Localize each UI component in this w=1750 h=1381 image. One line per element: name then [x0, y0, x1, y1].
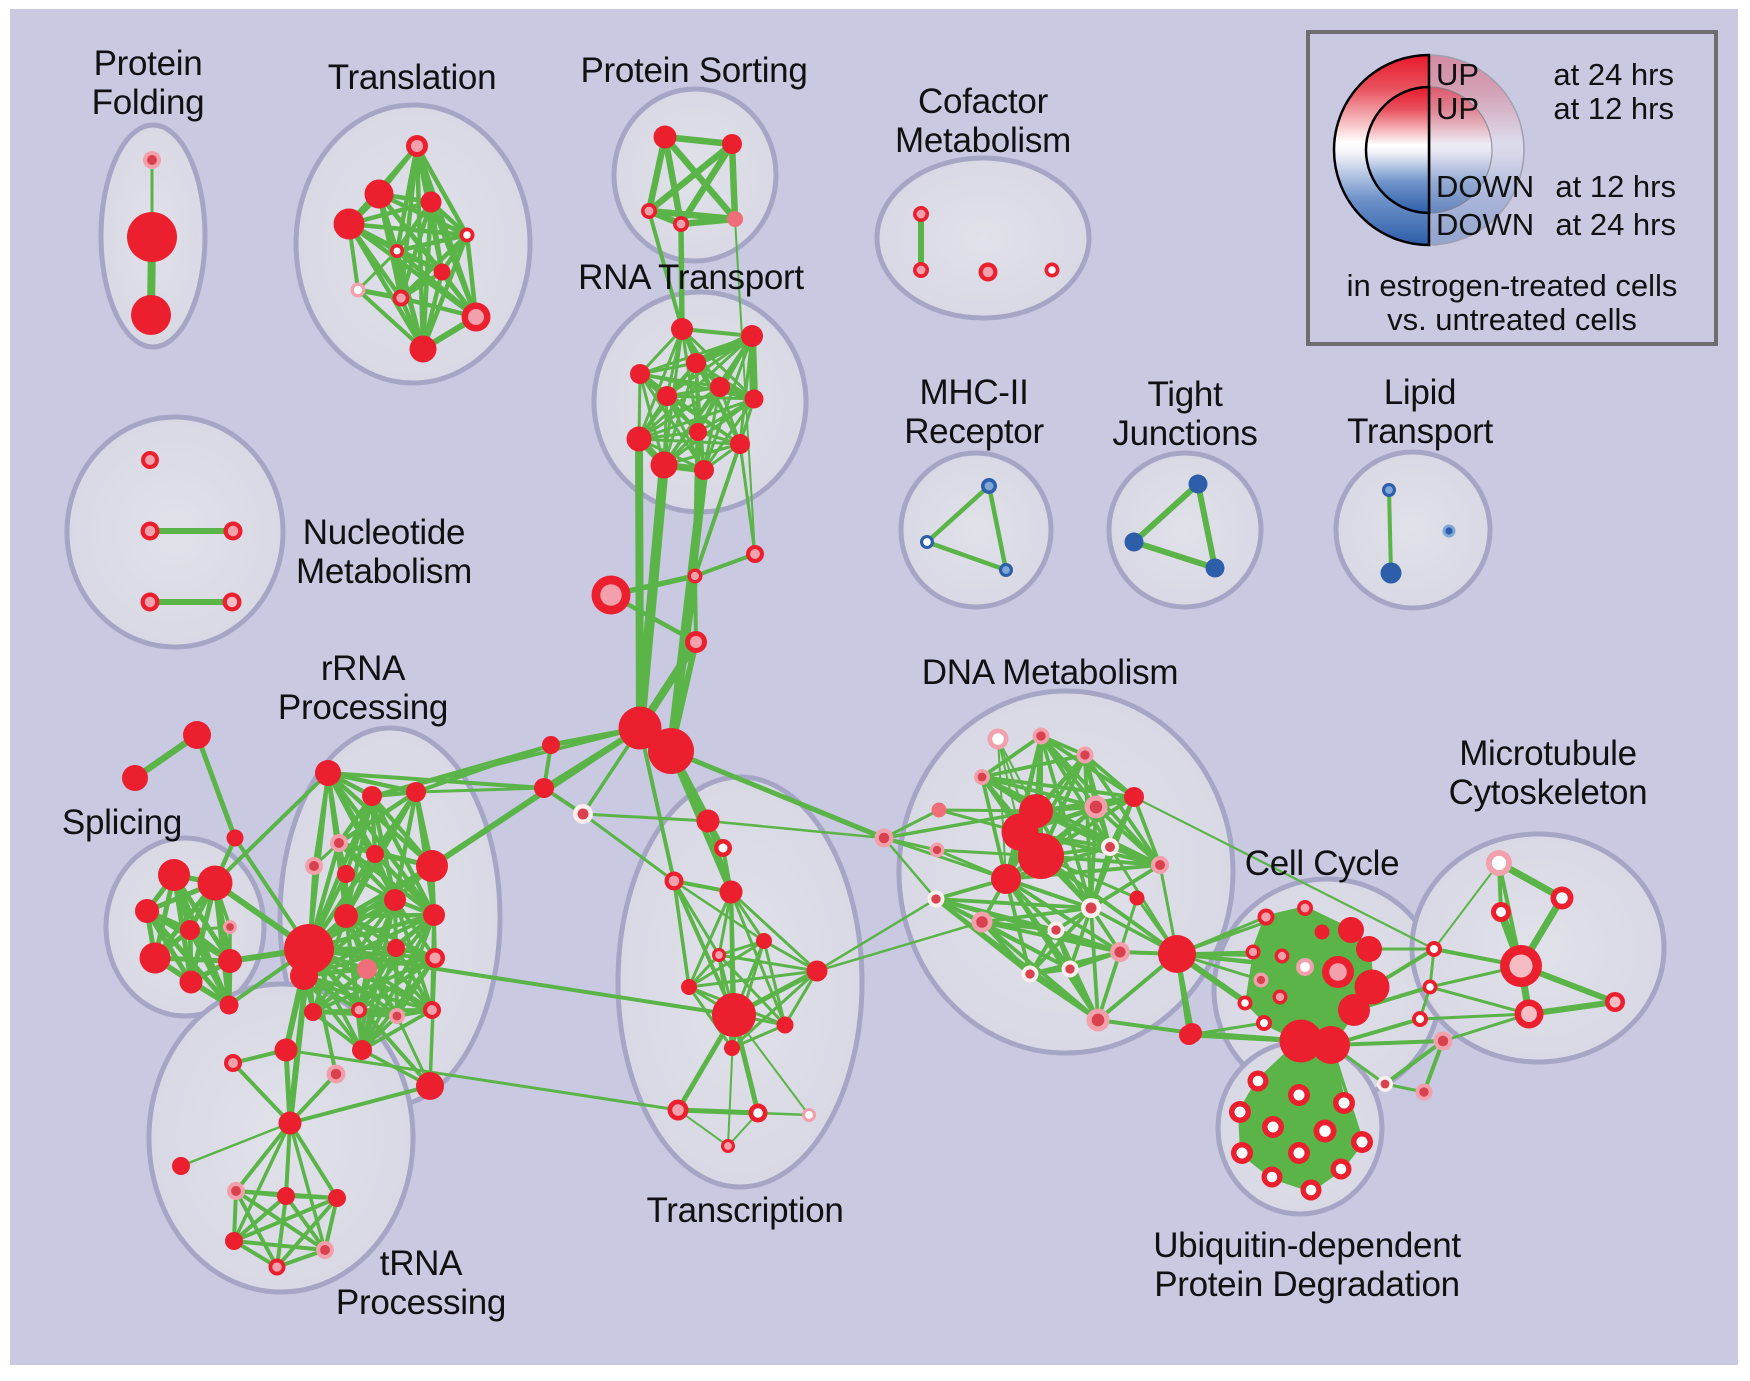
svg-text:Protein Degradation: Protein Degradation — [1154, 1265, 1460, 1304]
svg-text:Receptor: Receptor — [904, 412, 1044, 451]
svg-text:Metabolism: Metabolism — [895, 121, 1071, 160]
svg-text:at 12 hrs: at 12 hrs — [1555, 169, 1676, 204]
svg-text:tRNA: tRNA — [380, 1244, 463, 1283]
svg-text:Processing: Processing — [336, 1283, 506, 1322]
svg-text:Transport: Transport — [1347, 412, 1493, 451]
svg-text:Folding: Folding — [92, 83, 205, 122]
svg-text:Transcription: Transcription — [646, 1191, 843, 1230]
svg-text:Translation: Translation — [328, 58, 497, 97]
svg-text:Nucleotide: Nucleotide — [303, 513, 465, 552]
svg-text:at 24 hrs: at 24 hrs — [1553, 57, 1674, 92]
svg-text:Microtubule: Microtubule — [1459, 734, 1637, 773]
svg-text:MHC-II: MHC-II — [919, 373, 1028, 412]
svg-text:Splicing: Splicing — [62, 803, 182, 842]
svg-text:Cofactor: Cofactor — [918, 82, 1049, 121]
svg-text:UP: UP — [1436, 57, 1479, 92]
svg-text:at 12 hrs: at 12 hrs — [1553, 91, 1674, 126]
svg-text:rRNA: rRNA — [321, 649, 406, 688]
svg-text:DOWN: DOWN — [1436, 207, 1534, 242]
svg-text:vs. untreated cells: vs. untreated cells — [1387, 302, 1637, 337]
svg-text:Ubiquitin-dependent: Ubiquitin-dependent — [1153, 1226, 1461, 1265]
svg-text:DNA Metabolism: DNA Metabolism — [922, 653, 1178, 692]
svg-text:RNA Transport: RNA Transport — [578, 258, 804, 297]
svg-text:Cytoskeleton: Cytoskeleton — [1449, 773, 1648, 812]
svg-text:Protein: Protein — [94, 44, 203, 83]
svg-text:Cell Cycle: Cell Cycle — [1245, 844, 1400, 883]
svg-text:Lipid: Lipid — [1384, 373, 1456, 412]
svg-text:Metabolism: Metabolism — [296, 552, 472, 591]
svg-text:UP: UP — [1436, 91, 1479, 126]
svg-text:Tight: Tight — [1147, 375, 1223, 414]
svg-text:in estrogen-treated cells: in estrogen-treated cells — [1347, 268, 1678, 303]
svg-text:Junctions: Junctions — [1112, 414, 1257, 453]
svg-text:Processing: Processing — [278, 688, 448, 727]
svg-text:Protein Sorting: Protein Sorting — [580, 51, 807, 90]
svg-text:at 24 hrs: at 24 hrs — [1555, 207, 1676, 242]
svg-text:DOWN: DOWN — [1436, 169, 1534, 204]
